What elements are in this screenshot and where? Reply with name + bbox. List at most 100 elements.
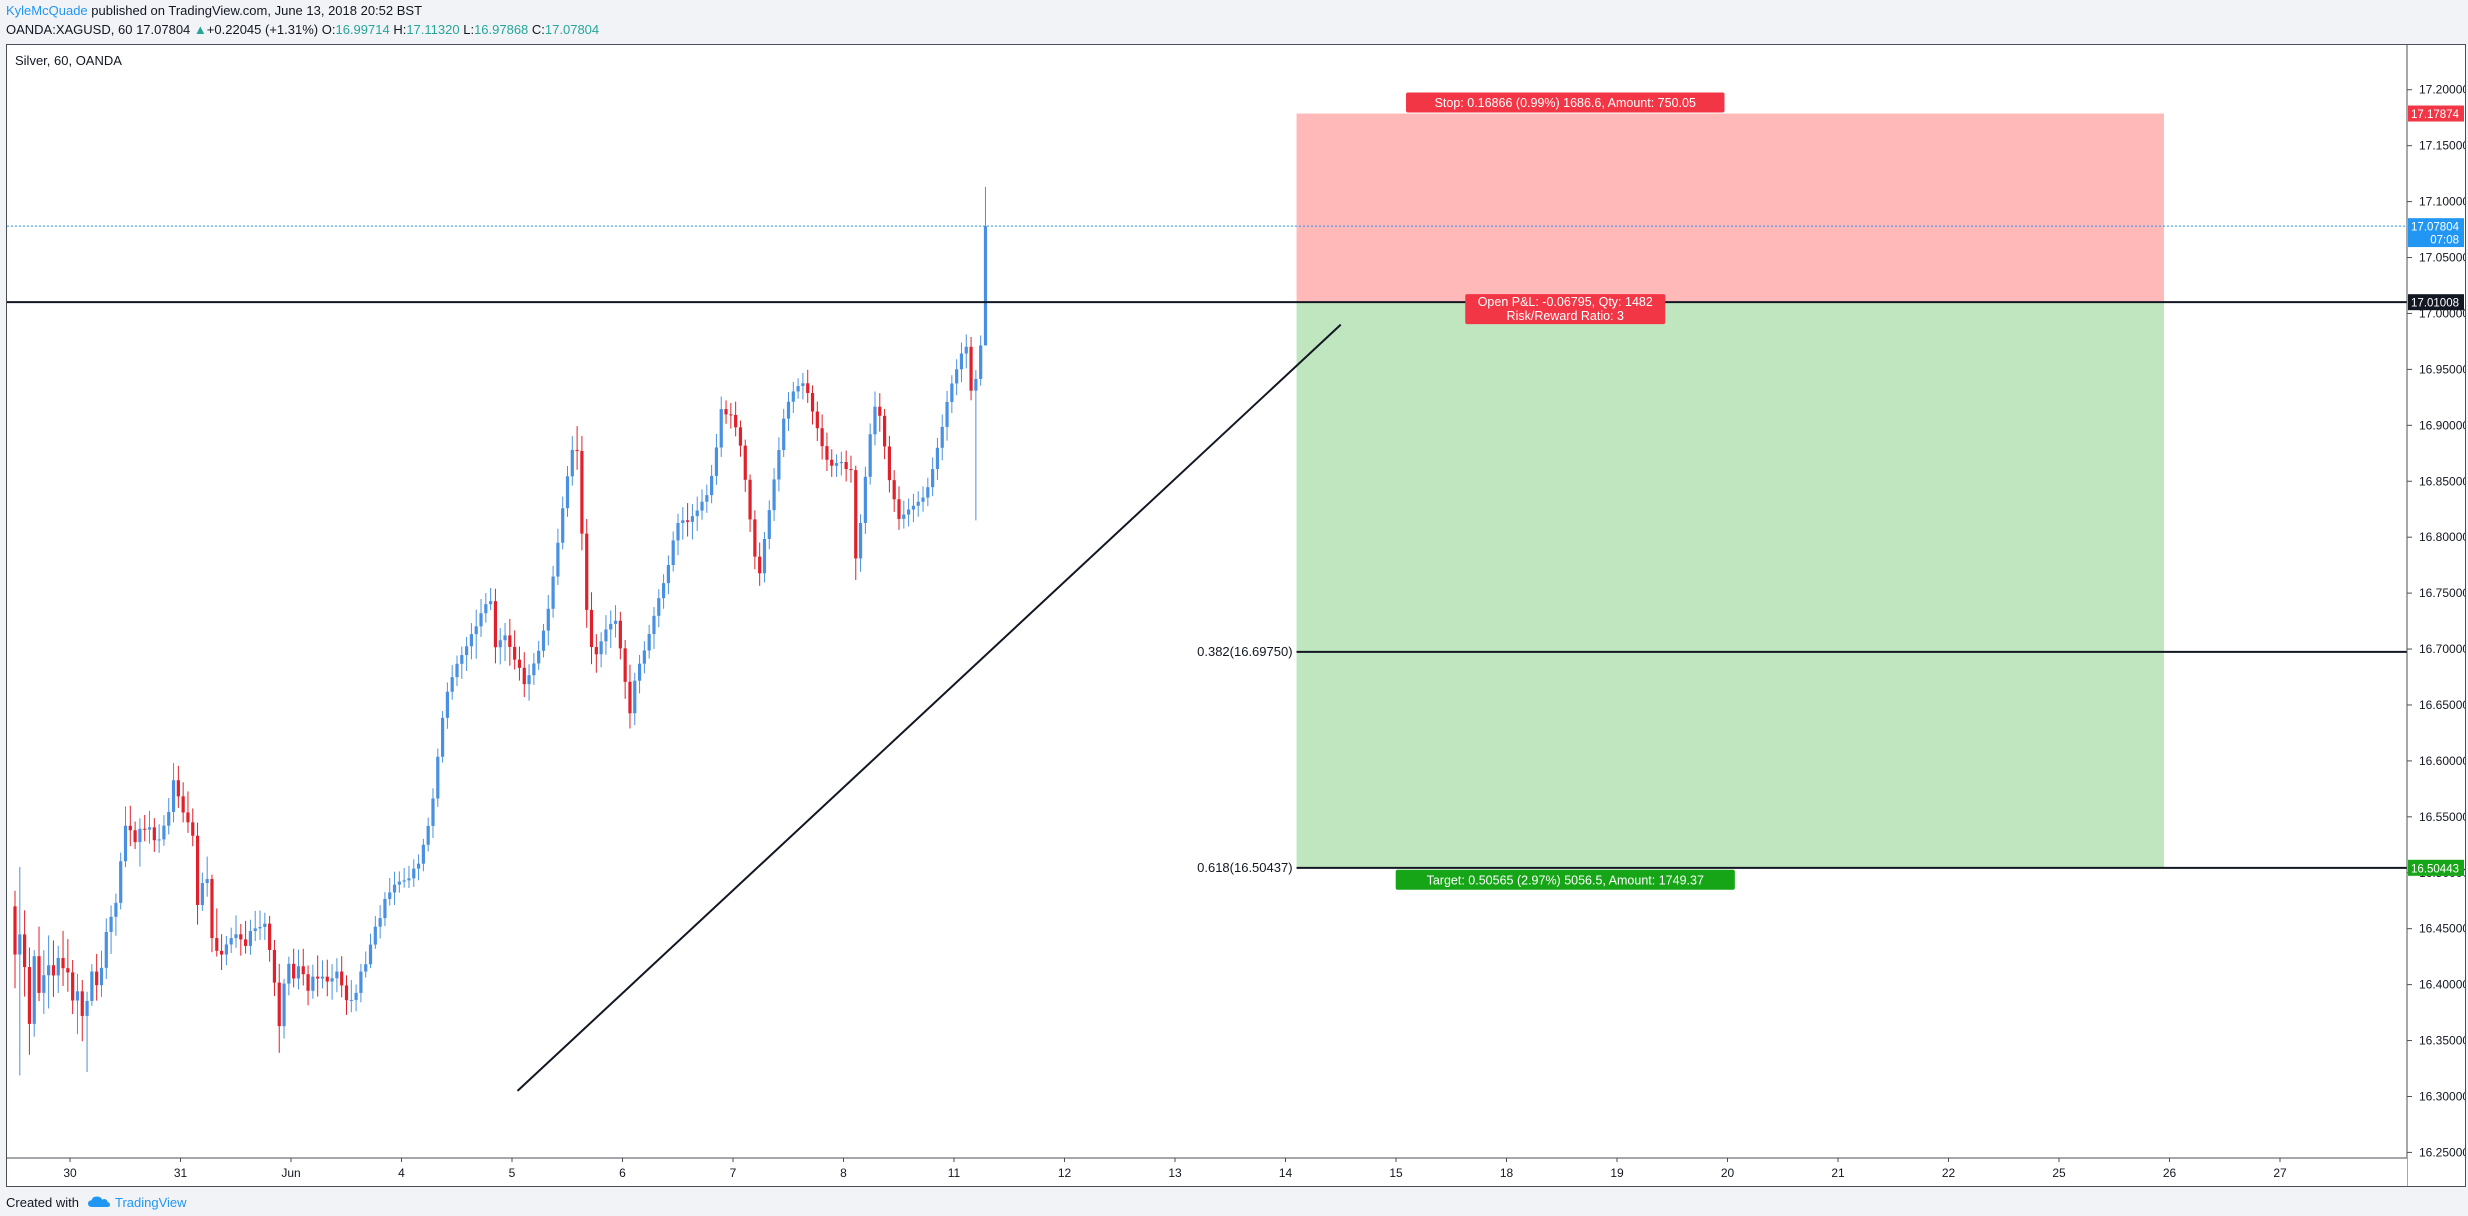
candle-body — [849, 469, 853, 471]
candle-body — [18, 934, 22, 955]
open-value: 16.99714 — [335, 22, 390, 37]
candle-body — [354, 992, 358, 1000]
y-tick-label: 16.45000 — [2419, 922, 2465, 936]
candle-body — [796, 386, 800, 392]
candle-body — [301, 966, 305, 975]
candle-body — [248, 931, 253, 946]
candle-body — [186, 812, 190, 823]
candle-body — [344, 985, 349, 1001]
candle-body — [508, 635, 512, 647]
candle-body — [109, 916, 113, 932]
candle-body — [681, 520, 685, 523]
candle-body — [416, 863, 421, 869]
candle-body — [181, 796, 185, 813]
candle-body — [806, 383, 810, 393]
x-tick-label: 19 — [1610, 1166, 1624, 1180]
chart-frame[interactable]: 0.382(16.69750) 0.618(16.50437) Stop: 0.16… — [6, 44, 2466, 1187]
candle-body — [714, 447, 719, 476]
price-badge-text-countdown: 07:08 — [2430, 235, 2459, 247]
candle-body — [479, 613, 483, 627]
candle-body — [969, 346, 973, 391]
chart-canvas[interactable]: 0.382(16.69750) 0.618(16.50437) Stop: 0.16… — [7, 45, 2465, 1186]
candle-body — [690, 516, 695, 522]
candle-body — [373, 926, 377, 945]
candle-body — [489, 601, 493, 605]
candle-body — [268, 923, 272, 950]
target-label: Target: 0.50565 (2.97%) 5056.5, Amount: … — [1427, 873, 1704, 887]
pnl-box — [1465, 294, 1666, 325]
x-tick-label: 26 — [2163, 1166, 2177, 1180]
created-with-text: Created with — [6, 1194, 79, 1210]
candle-body — [652, 615, 656, 635]
candle-body — [171, 780, 176, 812]
price-badge-entry — [2408, 294, 2464, 311]
candle-body — [561, 508, 565, 543]
candle-body — [224, 944, 228, 955]
candle-body — [95, 971, 99, 986]
candle-body — [873, 406, 877, 435]
candle-body — [599, 641, 603, 655]
candle-body — [407, 878, 411, 881]
y-tick-label: 17.15000 — [2419, 139, 2465, 153]
candle-body — [445, 691, 449, 718]
tradingview-logo[interactable]: TradingView — [87, 1195, 187, 1210]
candle-body — [287, 963, 291, 984]
y-tick-label: 16.40000 — [2419, 978, 2465, 992]
chart-header: KyleMcQuade published on TradingView.com… — [0, 0, 2468, 44]
y-tick-label: 16.25000 — [2419, 1145, 2465, 1159]
candle-body — [974, 378, 978, 391]
candle-body — [474, 626, 478, 635]
y-tick-label: 17.10000 — [2419, 195, 2465, 209]
candle-body — [114, 902, 118, 917]
pnl-label: Open P&L: -0.06795, Qty: 1482 — [1478, 295, 1653, 309]
candle-body — [916, 501, 920, 506]
candle-body — [90, 971, 94, 1001]
candle-body — [239, 934, 243, 940]
candle-body — [436, 756, 440, 799]
close-value: 17.07804 — [544, 22, 600, 37]
candle-body — [738, 427, 743, 446]
stop-zone — [1296, 113, 2164, 303]
candle-body — [868, 434, 872, 477]
x-tick-label: 5 — [509, 1166, 516, 1180]
price-axis-bg — [2407, 45, 2465, 1186]
candle-body — [176, 780, 180, 797]
candle-body — [128, 825, 132, 831]
up-arrow-icon: ▲ — [193, 22, 207, 37]
candle-body — [686, 520, 690, 522]
candle-body — [546, 608, 550, 631]
y-tick-label: 17.05000 — [2419, 251, 2465, 265]
publish-line: KyleMcQuade published on TradingView.com… — [6, 3, 422, 18]
candle-body — [47, 965, 51, 976]
candle-body — [666, 565, 670, 584]
candle-body — [955, 369, 959, 384]
author-link[interactable]: KyleMcQuade — [6, 3, 88, 18]
candle-body — [484, 604, 488, 614]
candle-body — [661, 583, 666, 599]
candle-body — [777, 450, 781, 480]
candle-body — [676, 522, 680, 541]
candle-body — [926, 487, 930, 498]
candle-body — [32, 956, 36, 1024]
candle-body — [907, 509, 911, 515]
x-tick-label: 20 — [1721, 1166, 1735, 1180]
candles — [13, 186, 988, 1076]
candle-body — [633, 680, 637, 714]
x-tick-label: 30 — [63, 1166, 77, 1180]
high-value: 17.11320 — [406, 22, 460, 37]
price-axis-ticks: 17.2000017.1500017.1000017.0500017.00000… — [2407, 83, 2465, 1159]
x-tick-label: 25 — [2052, 1166, 2066, 1180]
candle-body — [858, 522, 863, 559]
candle-body — [56, 957, 60, 976]
candle-body — [306, 974, 310, 991]
candle-body — [335, 971, 339, 979]
x-tick-label: 12 — [1058, 1166, 1072, 1180]
candle-body — [80, 991, 84, 1016]
y-tick-label: 16.90000 — [2419, 418, 2465, 432]
candle-body — [133, 830, 137, 843]
price-badge-text-entry: 17.01008 — [2411, 298, 2459, 310]
y-tick-label: 16.30000 — [2419, 1089, 2465, 1103]
candle-body — [839, 462, 843, 464]
candle-body — [671, 540, 675, 566]
candle-body — [786, 401, 791, 419]
